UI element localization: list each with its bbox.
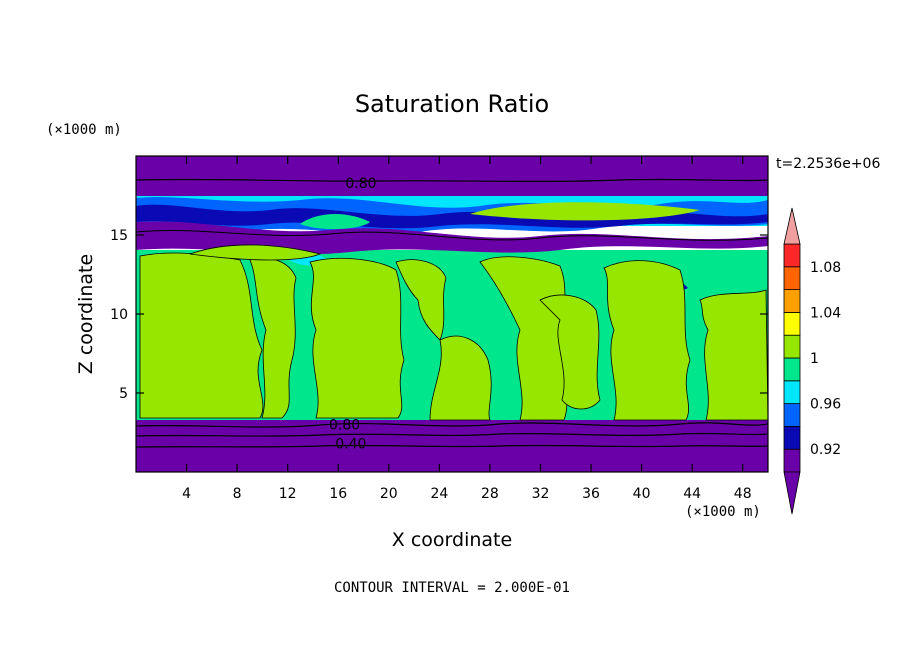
band-upper-dry xyxy=(136,156,768,196)
upper-layer-green-patch-2 xyxy=(470,202,700,221)
colorbar-swatch-3 xyxy=(783,380,801,404)
colorbar-swatch-1 xyxy=(783,425,801,450)
contour-label-2: 0.40 xyxy=(335,437,366,453)
y-axis-label: Z coordinate xyxy=(75,254,97,374)
colorbar-swatch-2 xyxy=(783,403,801,427)
x-unit-label: (×1000 m) xyxy=(685,504,761,520)
x-tick-label-3: 16 xyxy=(329,486,347,502)
upper-layer-navy xyxy=(136,204,768,229)
y-tick-label-2: 15 xyxy=(110,228,128,244)
x-tick-label-5: 24 xyxy=(430,486,448,502)
contour-line-upper-2 xyxy=(136,229,768,241)
contour-line-0-80-lower xyxy=(136,422,768,428)
colorbar-label-1: 0.96 xyxy=(810,397,841,413)
cloud-patch-10 xyxy=(189,244,322,261)
colorbar-swatch-6 xyxy=(783,311,801,336)
x-tick-label-8: 36 xyxy=(582,486,600,502)
colorbar-swatch-7 xyxy=(783,289,801,313)
x-tick-label-11: 48 xyxy=(734,486,752,502)
x-tick-label-2: 12 xyxy=(279,486,297,502)
colorbar-under-arrow xyxy=(783,471,801,515)
x-tick-label-0: 4 xyxy=(182,486,191,502)
cloud-patch-7 xyxy=(539,294,601,410)
cloud-patch-9 xyxy=(699,289,768,421)
contour-line-0-40 xyxy=(136,444,768,448)
y-unit-label: (×1000 m) xyxy=(46,122,122,138)
x-tick-label-10: 44 xyxy=(683,486,701,502)
upper-layer-green-patch-1 xyxy=(300,214,370,230)
colorbar-label-0: 0.92 xyxy=(810,442,841,458)
colorbar-swatch-0 xyxy=(783,448,801,473)
contour-line-0-80-upper xyxy=(136,178,768,182)
x-tick-label-6: 28 xyxy=(481,486,499,502)
cloud-patch-8 xyxy=(603,260,691,421)
y-axis-ticks: 5 10 15 xyxy=(110,228,768,402)
contour-labels: 0.80 0.80 0.40 xyxy=(329,176,377,453)
x-tick-label-7: 32 xyxy=(532,486,550,502)
colorbar-swatch-9 xyxy=(783,243,801,268)
plot-area xyxy=(136,156,768,472)
x-axis-label: X coordinate xyxy=(392,529,512,551)
chart-title: Saturation Ratio xyxy=(355,90,549,118)
contour-interval-label: CONTOUR INTERVAL = 2.000E-01 xyxy=(334,580,570,596)
colorbar-label-4: 1.08 xyxy=(810,260,841,276)
contour-label-0: 0.80 xyxy=(345,176,376,192)
cloud-patch-1 xyxy=(139,252,264,419)
contour-line-lower-2 xyxy=(136,432,768,437)
cloud-patch-5 xyxy=(429,335,492,421)
time-label: t=2.2536e+06 xyxy=(776,156,880,172)
colorbar-swatch-4 xyxy=(783,357,801,382)
x-tick-label-4: 20 xyxy=(380,486,398,502)
colorbar-label-2: 1 xyxy=(810,351,819,367)
colorbar-label-3: 1.04 xyxy=(810,305,841,321)
colorbar-swatch-5 xyxy=(783,334,801,359)
x-tick-label-1: 8 xyxy=(233,486,242,502)
colorbar-over-arrow xyxy=(783,207,801,245)
y-tick-label-0: 5 xyxy=(119,386,128,402)
x-axis-ticks: 4 8 12 16 20 24 28 32 36 40 44 48 xyxy=(182,156,752,502)
x-tick-label-9: 40 xyxy=(633,486,651,502)
colorbar: 0.92 0.96 1 1.04 1.08 xyxy=(783,207,841,515)
cloud-patch-3 xyxy=(309,257,405,419)
colorbar-swatch-8 xyxy=(783,266,801,290)
y-tick-label-1: 10 xyxy=(110,307,128,323)
contour-label-1: 0.80 xyxy=(329,418,360,434)
cloud-patch-2 xyxy=(249,257,297,419)
